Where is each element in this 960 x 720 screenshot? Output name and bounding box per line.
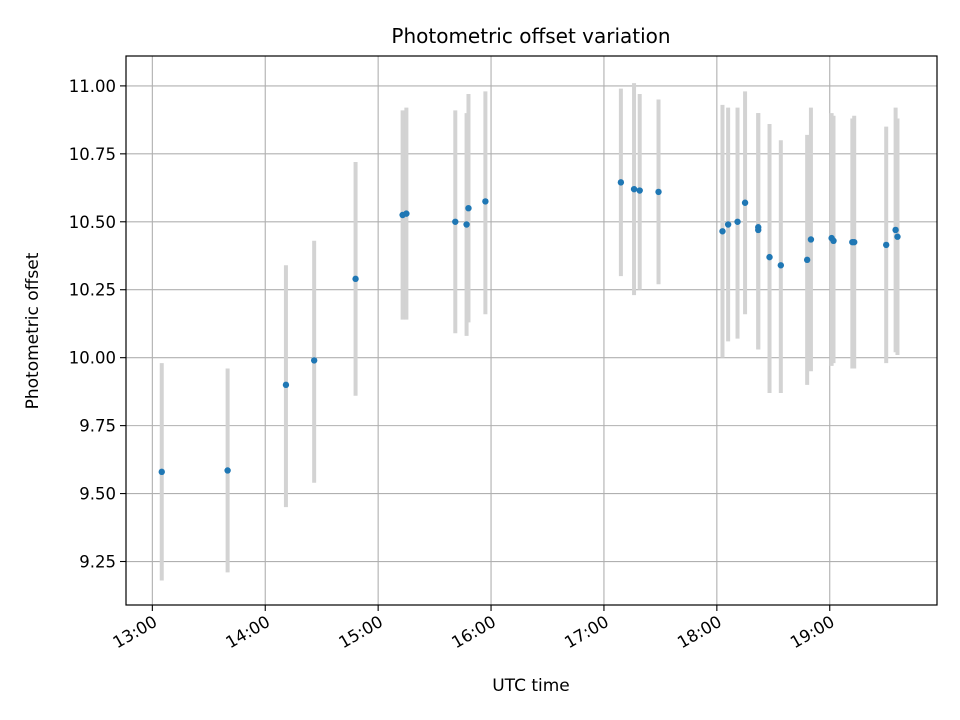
data-point xyxy=(766,253,773,261)
data-point xyxy=(807,236,815,243)
x-axis-label: UTC time xyxy=(492,676,570,696)
data-point xyxy=(403,210,410,217)
data-point xyxy=(452,218,459,225)
y-tick-label: 11.00 xyxy=(69,77,116,96)
plot-frame xyxy=(125,55,938,606)
data-points xyxy=(158,179,901,476)
y-tick-label: 10.25 xyxy=(69,281,116,300)
y-tick-label: 10.50 xyxy=(69,213,116,232)
data-point xyxy=(882,241,890,249)
data-point xyxy=(310,357,318,364)
y-tick-label: 9.50 xyxy=(79,485,116,504)
data-point xyxy=(851,238,858,246)
data-point xyxy=(352,275,359,283)
data-point xyxy=(724,221,732,228)
data-point xyxy=(741,199,749,206)
error-bars xyxy=(159,83,900,581)
y-tick-label: 9.75 xyxy=(79,417,116,436)
data-point xyxy=(719,228,726,235)
data-point xyxy=(892,226,899,234)
data-point xyxy=(755,226,762,234)
data-point xyxy=(830,237,837,245)
x-tick-label: 14:00 xyxy=(223,612,274,652)
y-axis-label: Photometric offset xyxy=(23,252,43,409)
x-tick-label: 19:00 xyxy=(787,612,838,652)
data-point xyxy=(282,381,290,389)
data-point xyxy=(463,221,470,228)
data-point xyxy=(894,233,901,240)
chart-title: Photometric offset variation xyxy=(391,24,670,48)
data-point xyxy=(224,467,231,474)
x-tick-label: 16:00 xyxy=(448,612,499,652)
data-point xyxy=(482,198,489,205)
x-tick-label: 18:00 xyxy=(674,612,725,652)
y-tick-label: 10.75 xyxy=(69,145,116,164)
data-point xyxy=(465,204,472,212)
data-point xyxy=(630,185,638,193)
y-tick-label: 10.00 xyxy=(69,349,116,368)
x-tick-label: 17:00 xyxy=(561,612,612,652)
x-tick-label: 15:00 xyxy=(335,612,386,652)
x-axis-ticks: 13:00 14:00 15:00 16:00 17:00 18:00 19:00 xyxy=(110,605,838,652)
grid xyxy=(126,56,937,605)
data-point xyxy=(777,262,785,269)
y-axis-ticks: 9.25 9.50 9.75 10.00 10.25 10.50 10.75 11.00 xyxy=(69,77,126,572)
x-tick-label: 13:00 xyxy=(110,612,161,652)
data-point xyxy=(803,256,811,264)
data-point xyxy=(734,218,741,225)
data-point xyxy=(158,468,165,476)
data-point xyxy=(655,188,662,196)
data-point xyxy=(636,187,643,194)
y-tick-label: 9.25 xyxy=(79,553,116,572)
data-point xyxy=(617,179,625,186)
